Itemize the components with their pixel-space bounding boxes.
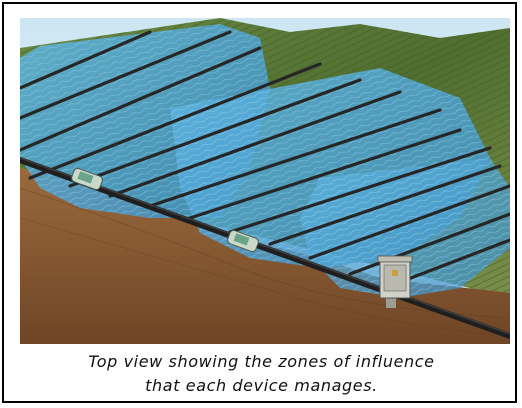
lateral-pipe [20, 30, 152, 90]
caption-line-1: Top view showing the zones of influence [88, 352, 435, 371]
lateral-pipe [20, 46, 262, 152]
lateral-pipe [308, 184, 510, 260]
lateral-pipe [20, 30, 232, 120]
lateral-pipe [108, 90, 402, 198]
lateral-pipe [188, 128, 462, 220]
inline-device-1 [71, 167, 103, 191]
main-collector-pipe [20, 157, 510, 339]
inline-device-2 [227, 229, 259, 253]
lateral-pipe [228, 146, 492, 234]
figure-caption: Top view showing the zones of influence … [4, 350, 519, 398]
figure-frame: Top view showing the zones of influence … [2, 2, 517, 403]
control-box [377, 255, 413, 308]
lateral-pipe [28, 62, 322, 180]
lateral-pipe [148, 108, 442, 208]
caption-line-2: that each device manages. [145, 376, 378, 395]
drainage-illustration [20, 18, 510, 344]
lateral-pipe [268, 164, 502, 246]
lateral-pipe [348, 212, 510, 276]
lateral-pipe [68, 78, 362, 188]
